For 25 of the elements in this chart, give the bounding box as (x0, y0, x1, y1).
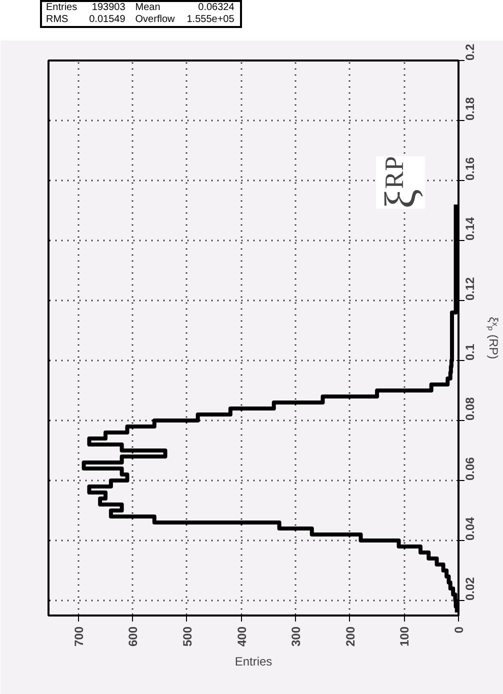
y-tick-label: 0.18 (463, 96, 477, 120)
x-tick-label: 300 (289, 626, 304, 647)
annotation: ξᴿᴾ (376, 156, 425, 209)
y-tick-label: 0.1 (463, 343, 477, 360)
y-tick-label: 0.14 (463, 216, 477, 240)
y-tick-label: 0.16 (463, 156, 477, 180)
x-tick-label: 600 (126, 626, 140, 647)
y-tick-label: 0.08 (463, 396, 477, 420)
y-axis-title: ξˣₚ (RP) (486, 316, 500, 360)
y-tick-label: 0.04 (463, 516, 477, 540)
y-tick-label: 0.2 (463, 43, 477, 60)
x-tick-label: 200 (343, 626, 358, 647)
text: RMS 0.01549 (46, 14, 126, 25)
x-tick-label: 500 (180, 626, 194, 647)
x-tick-label: 400 (234, 626, 249, 647)
x-tick-label: 0 (452, 626, 466, 634)
text: Entries 193903 (46, 2, 126, 13)
text: Overflow 1.555e+05 (135, 14, 234, 25)
y-tick-label: 0.02 (463, 576, 477, 600)
x-tick-label: 700 (72, 626, 86, 647)
y-tick-label: 0.12 (463, 276, 477, 300)
x-tick-label: 100 (398, 626, 412, 647)
y-tick-label: 0.06 (463, 456, 477, 480)
text: Mean 0.06324 (135, 2, 234, 13)
x-axis-title: Entries (234, 654, 272, 669)
